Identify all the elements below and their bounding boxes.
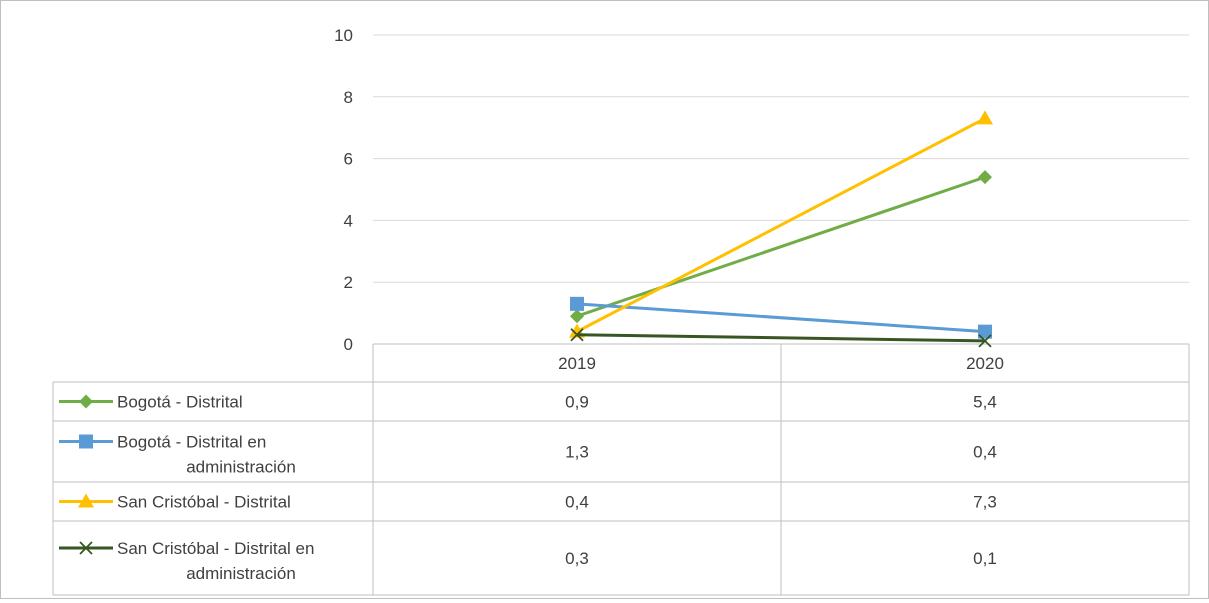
y-tick-label: 8 (344, 88, 353, 107)
data-point-marker (570, 296, 584, 311)
series-name-label: Bogotá - Distrital (117, 393, 243, 412)
y-tick-label: 6 (344, 150, 353, 169)
data-value-label: 0,3 (565, 549, 589, 568)
series-name-label: administración (186, 564, 296, 583)
data-point-marker (977, 110, 993, 125)
legend-key-marker (79, 394, 93, 409)
x-category-label: 2020 (966, 354, 1004, 373)
y-tick-label: 10 (334, 26, 353, 45)
series-line (576, 302, 986, 334)
series-line (576, 333, 986, 343)
y-tick-label: 4 (344, 211, 353, 230)
data-point-marker (978, 170, 992, 185)
series-line (576, 117, 986, 333)
y-tick-label: 0 (344, 335, 353, 354)
data-value-label: 0,9 (565, 393, 589, 412)
series-name-label: San Cristóbal - Distrital (117, 493, 291, 512)
data-value-label: 0,4 (973, 443, 997, 462)
series-name-label: administración (186, 458, 296, 477)
series-name-label: San Cristóbal - Distrital en (117, 539, 314, 558)
data-point-marker (978, 324, 992, 339)
y-tick-label: 2 (344, 273, 353, 292)
x-category-label: 2019 (558, 354, 596, 373)
data-point-marker (570, 328, 584, 342)
data-point-marker (978, 334, 992, 348)
data-point-marker (570, 309, 584, 324)
series-line (576, 175, 986, 318)
legend-key-marker (78, 493, 94, 508)
series-name-label: Bogotá - Distrital en (117, 433, 266, 452)
data-value-label: 0,4 (565, 493, 589, 512)
data-value-label: 7,3 (973, 493, 997, 512)
legend-key-marker (79, 434, 93, 449)
legend-key-marker (79, 541, 93, 555)
data-value-label: 5,4 (973, 393, 997, 412)
data-value-label: 0,1 (973, 549, 997, 568)
data-value-label: 1,3 (565, 443, 589, 462)
